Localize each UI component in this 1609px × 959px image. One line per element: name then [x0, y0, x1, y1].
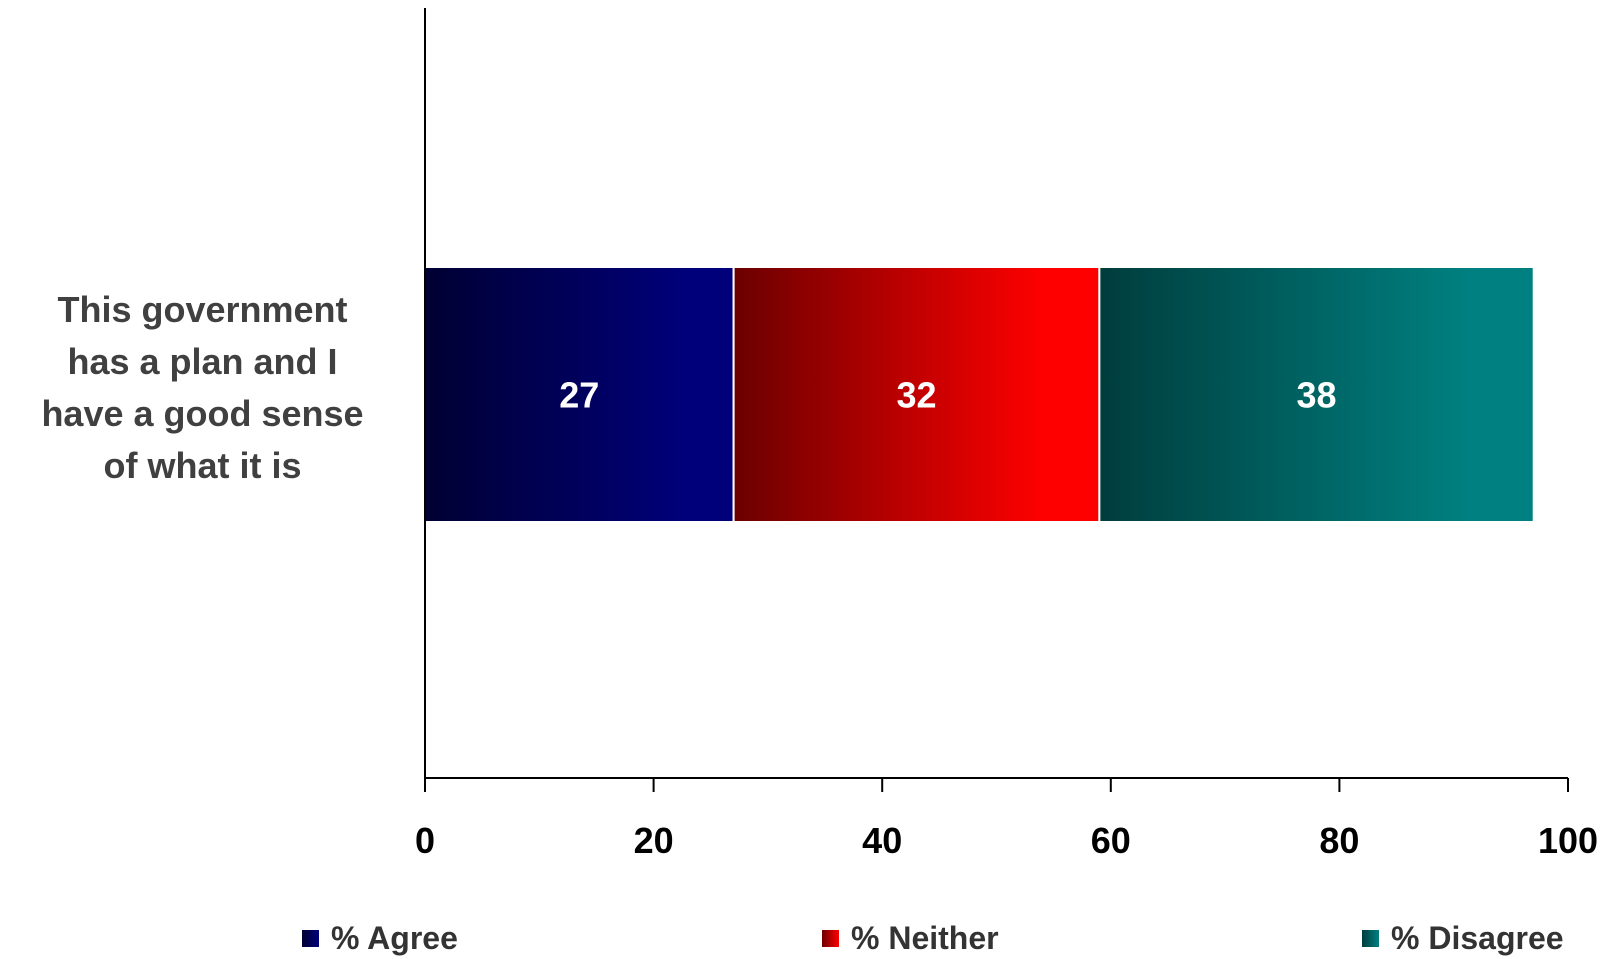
x-tick-label: 60 [1091, 820, 1131, 861]
legend-label-disagree: % Disagree [1391, 919, 1564, 956]
data-label-agree: 27 [559, 375, 599, 416]
bars-layer [424, 266, 1535, 523]
category-label-line: This government [57, 289, 348, 330]
x-tick-label: 20 [634, 820, 674, 861]
axis-layer [424, 8, 1568, 779]
category-label-line: of what it is [103, 445, 302, 486]
x-ticks-layer: 0 20 40 60 80 100 [415, 778, 1598, 861]
legend-label-agree: % Agree [331, 919, 458, 956]
bar-segment-disagree [1098, 266, 1535, 523]
category-label: This government has a plan and I have a … [0, 284, 405, 492]
category-label-line: have a good sense [41, 393, 364, 434]
data-labels-layer: 27 32 38 [559, 375, 1336, 416]
legend-item-disagree: % Disagree [1362, 918, 1564, 958]
legend-item-agree: % Agree [302, 918, 458, 958]
category-label-line: has a plan and I [67, 341, 338, 382]
legend-swatch-agree [302, 929, 319, 947]
data-label-disagree: 38 [1297, 375, 1337, 416]
bar-segment-agree [424, 266, 735, 523]
x-tick-label: 100 [1538, 820, 1598, 861]
legend-item-neither: % Neither [822, 918, 999, 958]
x-tick-label: 80 [1319, 820, 1359, 861]
legend-label-neither: % Neither [851, 919, 999, 956]
x-tick-label: 0 [415, 820, 435, 861]
legend-swatch-disagree [1362, 929, 1379, 947]
legend-swatch-neither [822, 929, 839, 947]
x-tick-label: 40 [862, 820, 902, 861]
data-label-neither: 32 [896, 375, 936, 416]
bar-segment-neither [732, 266, 1101, 523]
